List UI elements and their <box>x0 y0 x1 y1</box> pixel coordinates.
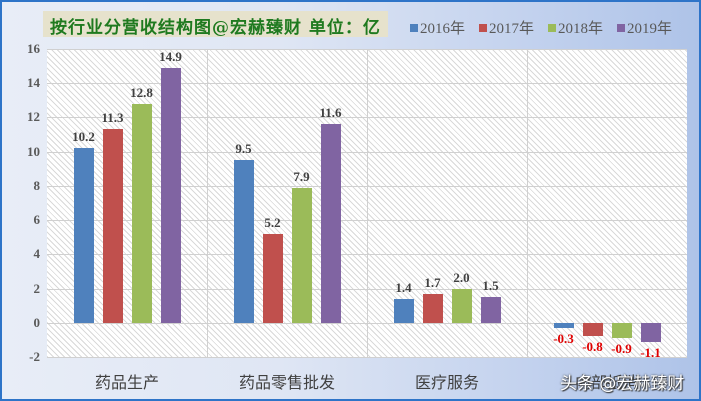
legend-label-2018: 2018年 <box>558 21 604 37</box>
y-tick-label: 16 <box>27 41 40 56</box>
watermark: 头条 @宏赫臻财 <box>560 374 685 394</box>
legend-swatch-2018 <box>548 23 557 32</box>
y-tick-label: 4 <box>33 246 41 262</box>
legend-item-2016: 2016年 <box>410 17 465 38</box>
y-tick-label: 6 <box>33 212 41 228</box>
bar <box>233 160 254 323</box>
bar <box>160 67 181 323</box>
bar <box>262 233 283 323</box>
bar <box>320 124 341 323</box>
data-label: 5.2 <box>264 214 281 230</box>
legend-label-2016: 2016年 <box>420 21 466 37</box>
title-background <box>43 11 388 37</box>
bar <box>131 103 152 323</box>
bar <box>291 187 312 323</box>
bar <box>451 288 472 323</box>
data-label: 2.0 <box>453 269 470 285</box>
legend-item-2017: 2017年 <box>479 17 534 38</box>
bar <box>73 148 94 323</box>
legend-item-2019: 2019年 <box>617 17 672 38</box>
y-tick-label: 10 <box>27 143 40 159</box>
legend-swatch-2019 <box>617 23 626 32</box>
data-label: 12.8 <box>130 84 153 100</box>
category-label: 药品生产 <box>94 373 159 392</box>
legend-swatch-2016 <box>410 23 418 32</box>
data-label: -0.8 <box>582 339 603 355</box>
category-label: 医疗服务 <box>414 373 479 392</box>
data-label: 11.3 <box>101 110 124 126</box>
bar <box>102 129 123 323</box>
data-label: -0.9 <box>611 341 632 357</box>
data-label: 7.9 <box>293 168 310 184</box>
data-label: -0.3 <box>553 330 574 346</box>
category-label: 内部抵消 <box>574 373 639 392</box>
gridline <box>47 357 687 358</box>
y-tick-label: 12 <box>27 109 40 125</box>
data-label: 10.2 <box>72 129 95 145</box>
legend-swatch-2017 <box>479 23 488 32</box>
bar <box>582 322 603 337</box>
legend-label-2019: 2019年 <box>627 21 673 37</box>
bar <box>422 293 443 323</box>
data-label: 11.6 <box>319 105 342 121</box>
category-divider <box>367 49 368 357</box>
category-label: 药品零售批发 <box>238 373 335 392</box>
data-label: -1.1 <box>640 344 661 360</box>
legend-label-2017: 2017年 <box>489 21 535 37</box>
bar <box>393 298 414 323</box>
legend: 2016年 2017年 2018年 2019年 <box>410 17 672 38</box>
data-label: 14.9 <box>159 48 182 64</box>
data-label: 1.7 <box>424 274 441 290</box>
y-tick-label: 2 <box>33 280 41 296</box>
plot-area: 10.2 11.3 12.8 14.9 9.5 5.2 7.9 11.6 1.4 1.7 2.0 1.… <box>47 48 687 360</box>
bar <box>640 322 661 342</box>
data-label: 1.4 <box>395 279 412 295</box>
legend-item-2018: 2018年 <box>548 17 603 38</box>
category-divider <box>207 49 208 357</box>
y-tick-label: 0 <box>33 314 41 330</box>
y-tick-label: -2 <box>29 349 40 364</box>
data-label: 9.5 <box>235 141 252 157</box>
bar <box>553 322 574 328</box>
y-tick-label: 8 <box>33 177 41 193</box>
bar <box>611 322 632 339</box>
category-divider <box>527 49 528 357</box>
bar <box>480 297 501 323</box>
data-label: 1.5 <box>482 278 499 294</box>
chart-title: 按行业分营收结构图@宏赫臻财 单位：亿 <box>50 18 381 38</box>
y-tick-label: 14 <box>27 75 40 91</box>
